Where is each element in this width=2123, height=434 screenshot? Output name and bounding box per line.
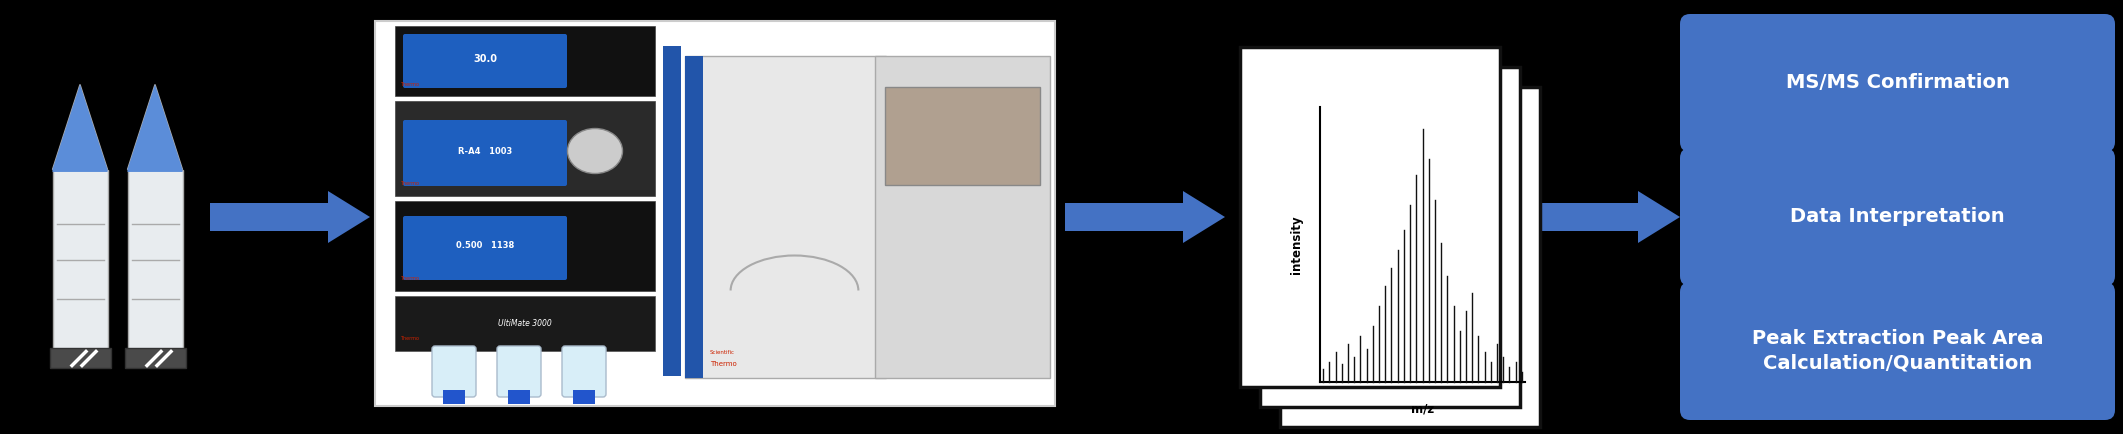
FancyBboxPatch shape — [1679, 148, 2115, 286]
Bar — [444, 390, 465, 404]
FancyBboxPatch shape — [431, 346, 476, 397]
Bar — [662, 46, 681, 376]
Bar — [395, 296, 656, 351]
Text: R-A4   1003: R-A4 1003 — [459, 147, 512, 155]
Text: Thermo: Thermo — [399, 276, 418, 281]
Ellipse shape — [567, 128, 622, 174]
Polygon shape — [127, 170, 183, 349]
Polygon shape — [49, 348, 110, 368]
Bar — [875, 56, 1051, 378]
Bar — [376, 21, 1055, 406]
Polygon shape — [125, 348, 185, 368]
Polygon shape — [1066, 191, 1225, 243]
Polygon shape — [53, 85, 108, 172]
FancyBboxPatch shape — [563, 346, 605, 397]
FancyBboxPatch shape — [1679, 282, 2115, 420]
Text: Peak Extraction Peak Area
Calculation/Quantitation: Peak Extraction Peak Area Calculation/Qu… — [1751, 329, 2042, 373]
Text: Thermo: Thermo — [399, 82, 418, 87]
Bar — [885, 88, 1040, 185]
Polygon shape — [53, 170, 108, 349]
Text: m/z: m/z — [1412, 402, 1435, 415]
FancyBboxPatch shape — [403, 120, 567, 186]
FancyBboxPatch shape — [497, 346, 541, 397]
Bar — [395, 201, 656, 291]
Bar — [686, 56, 885, 378]
Text: Thermo: Thermo — [709, 361, 737, 367]
Bar — [1259, 67, 1520, 407]
Polygon shape — [1520, 191, 1679, 243]
Text: Thermo: Thermo — [399, 336, 418, 341]
Bar — [686, 56, 703, 378]
Bar — [1240, 47, 1501, 387]
Text: Data Interpretation: Data Interpretation — [1790, 207, 2004, 227]
Bar — [1280, 87, 1539, 427]
Bar — [507, 390, 531, 404]
Polygon shape — [127, 85, 183, 172]
Text: 30.0: 30.0 — [473, 54, 497, 64]
Text: intensity: intensity — [1289, 215, 1304, 274]
Text: MS/MS Confirmation: MS/MS Confirmation — [1785, 73, 2010, 92]
Text: Scientific: Scientific — [709, 350, 735, 355]
FancyBboxPatch shape — [1679, 14, 2115, 152]
Text: 0.500   1138: 0.500 1138 — [456, 241, 514, 250]
Polygon shape — [210, 191, 369, 243]
Polygon shape — [127, 85, 183, 170]
Text: UltiMate 3000: UltiMate 3000 — [499, 319, 552, 329]
FancyBboxPatch shape — [403, 216, 567, 280]
Bar — [573, 390, 594, 404]
Bar — [395, 26, 656, 96]
Text: Thermo: Thermo — [399, 181, 418, 186]
FancyBboxPatch shape — [403, 34, 567, 88]
Polygon shape — [53, 85, 108, 170]
Bar — [395, 101, 656, 196]
